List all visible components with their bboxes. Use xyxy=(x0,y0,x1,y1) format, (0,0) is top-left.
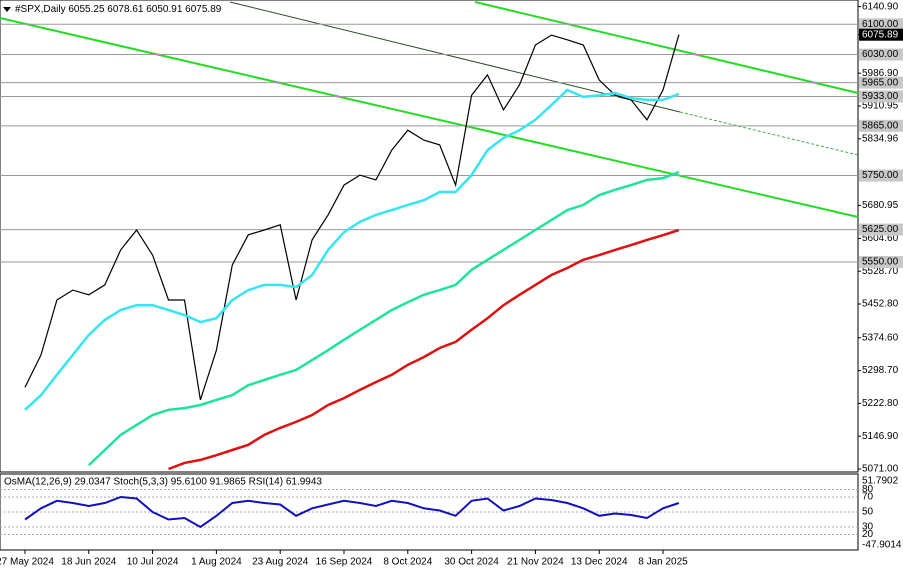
collapse-icon xyxy=(3,7,11,12)
osc-range-label: -47.9014 xyxy=(862,540,902,551)
open: 6055.25 xyxy=(68,4,105,15)
level-label: 5933.00 xyxy=(862,91,899,102)
low: 6050.91 xyxy=(146,4,183,15)
symbol: #SPX,Daily xyxy=(15,4,66,15)
level-box xyxy=(859,90,903,103)
y-tick-label: 70 xyxy=(862,492,874,503)
y-tick-label: 5298.70 xyxy=(862,365,899,376)
y-tick-label: 30 xyxy=(862,522,874,533)
y-tick-label: 5452.80 xyxy=(862,299,899,310)
current-price: 6075.89 xyxy=(862,29,899,40)
y-tick-label: 5071.00 xyxy=(862,464,899,475)
series-line xyxy=(87,170,680,467)
trend-line xyxy=(0,17,859,218)
x-tick-label: 8 Jan 2025 xyxy=(638,557,688,568)
y-tick-label: 50 xyxy=(862,507,874,518)
level-label: 5625.00 xyxy=(862,224,899,235)
level-label: 5550.00 xyxy=(862,257,899,268)
level-label: 6030.00 xyxy=(862,49,899,60)
x-tick-label: 16 Sep 2024 xyxy=(316,557,373,568)
level-box xyxy=(859,255,903,268)
level-label: 6100.00 xyxy=(862,19,899,30)
y-tick-label: 5910.95 xyxy=(862,101,899,112)
trend-line xyxy=(474,1,859,94)
y-tick-label: 5834.96 xyxy=(862,133,899,144)
y-tick-label: 80 xyxy=(862,484,874,495)
y-tick-label: 5222.80 xyxy=(862,398,899,409)
y-tick-label: 20 xyxy=(862,529,874,540)
series-line xyxy=(24,34,680,401)
level-box xyxy=(859,119,903,132)
level-label: 5965.00 xyxy=(862,77,899,88)
x-tick-label: 23 Aug 2024 xyxy=(252,557,309,568)
y-tick-label: 5528.70 xyxy=(862,266,899,277)
x-tick-label: 8 Oct 2024 xyxy=(383,557,432,568)
level-box xyxy=(859,223,903,236)
y-tick-label: 6140.90 xyxy=(862,1,899,12)
y-tick-label: 5680.95 xyxy=(862,200,899,211)
level-box xyxy=(859,48,903,61)
level-box xyxy=(859,76,903,89)
level-label: 5865.00 xyxy=(862,120,899,131)
x-tick-label: 13 Dec 2024 xyxy=(571,557,628,568)
osc-range-label: 51.7902 xyxy=(862,476,899,487)
y-tick-label: 5374.60 xyxy=(862,332,899,343)
oscillator-title: OsMA(12,26,9) 29.0347 Stoch(5,3,3) 95.61… xyxy=(4,477,322,488)
x-tick-label: 1 Aug 2024 xyxy=(191,557,242,568)
high: 6078.61 xyxy=(107,4,144,15)
close: 6075.89 xyxy=(185,4,222,15)
x-tick-label: 30 Oct 2024 xyxy=(444,557,499,568)
x-tick-label: 18 Jun 2024 xyxy=(61,557,116,568)
x-tick-label: 10 Jul 2024 xyxy=(127,557,179,568)
series-line xyxy=(24,495,680,529)
series-line xyxy=(24,88,680,411)
trend-line xyxy=(679,111,859,156)
x-tick-label: 27 May 2024 xyxy=(0,557,54,568)
y-tick-label: 5604.60 xyxy=(862,233,899,244)
price-box xyxy=(859,28,903,41)
y-tick-label: 5146.90 xyxy=(862,431,899,442)
series-line xyxy=(168,228,680,471)
level-box xyxy=(859,18,903,31)
level-box xyxy=(859,169,903,182)
level-label: 5750.00 xyxy=(862,170,899,181)
chart-header: #SPX,Daily 6055.25 6078.61 6050.91 6075.… xyxy=(15,4,222,15)
y-tick-label: 5986.90 xyxy=(862,68,899,79)
x-tick-label: 21 Nov 2024 xyxy=(507,557,564,568)
main-panel xyxy=(0,0,859,473)
